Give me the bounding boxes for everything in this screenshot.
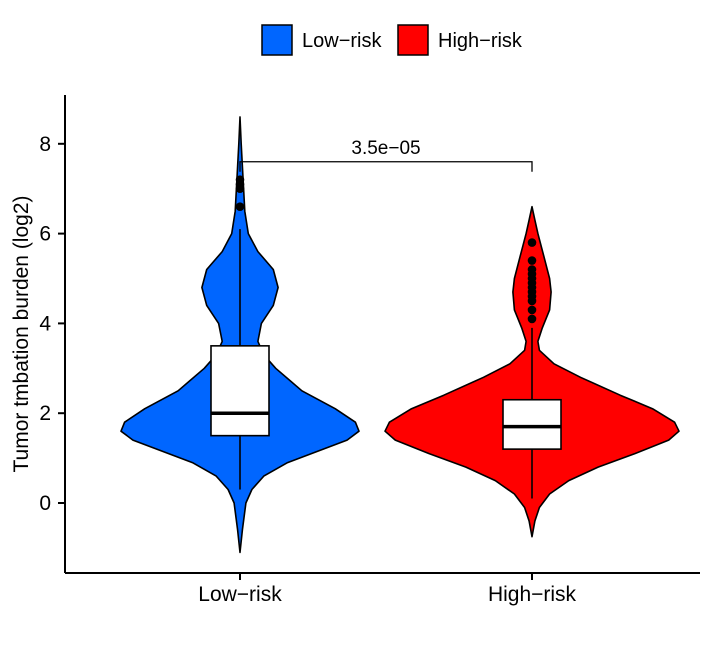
box-high-risk: [502, 398, 562, 450]
legend-label-low-risk: Low−risk: [302, 30, 382, 52]
legend-swatch-low-risk: [261, 24, 293, 56]
box-low-risk: [210, 345, 270, 437]
outlier-point: [527, 238, 537, 247]
legend-swatch-high-risk: [397, 24, 429, 56]
outlier-point: [527, 256, 537, 265]
y-tick-label: 4: [39, 312, 51, 335]
x-tick-label-low-risk: Low−risk: [198, 583, 282, 606]
y-tick-label: 8: [39, 133, 51, 156]
significance-label: 3.5e−05: [351, 138, 420, 159]
significance-bracket: [239, 161, 533, 172]
y-tick-label: 0: [39, 492, 51, 515]
legend: Low−risk High−risk: [261, 24, 523, 56]
legend-label-high-risk: High−risk: [438, 30, 523, 52]
outlier-point: [527, 314, 537, 324]
x-tick-label-high-risk: High−risk: [488, 583, 577, 606]
plot-area: 0 2 4 6 8: [39, 95, 700, 580]
y-axis-title: Tumor tmbation burden (log2): [10, 195, 33, 472]
outlier-point: [527, 265, 537, 274]
y-tick-label: 6: [39, 223, 51, 246]
outlier-point: [527, 305, 537, 315]
y-tick-label: 2: [39, 402, 51, 425]
outlier-point: [235, 175, 245, 185]
outlier-point: [235, 202, 245, 211]
